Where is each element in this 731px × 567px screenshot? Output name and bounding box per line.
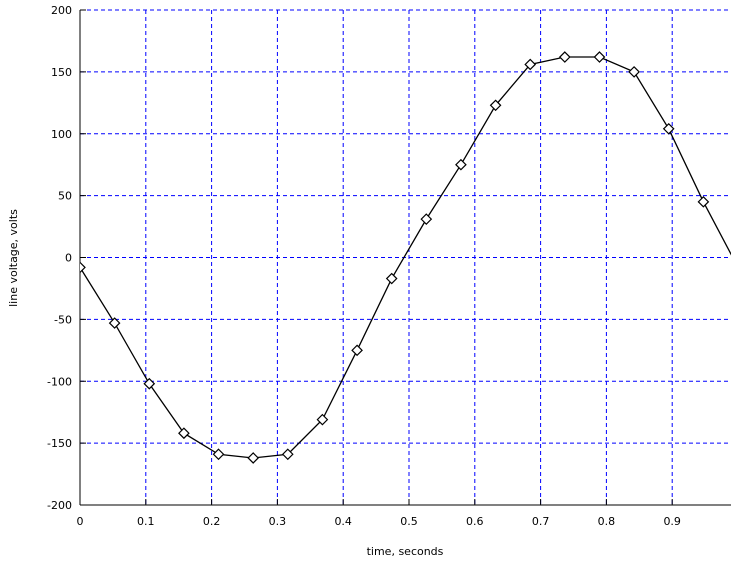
data-point xyxy=(247,452,260,464)
y-tick-label: 150 xyxy=(51,66,72,79)
data-point xyxy=(558,51,571,63)
x-tick-label: 0.4 xyxy=(334,515,352,528)
data-point xyxy=(351,344,363,357)
data-point xyxy=(316,413,329,426)
data-point xyxy=(108,317,121,329)
x-tick-label: 0.8 xyxy=(598,515,616,528)
data-point xyxy=(489,99,502,112)
y-tick-label: 50 xyxy=(58,190,72,203)
data-point xyxy=(697,195,710,208)
data-point xyxy=(524,58,537,71)
data-point xyxy=(80,261,86,274)
y-tick-label: -50 xyxy=(54,313,72,326)
y-tick-label: 0 xyxy=(65,252,72,265)
x-tick-label: 0.6 xyxy=(466,515,484,528)
x-tick-label: 0 xyxy=(77,515,84,528)
x-tick-label: 0.3 xyxy=(269,515,287,528)
y-axis-label: line voltage, volts xyxy=(7,209,20,307)
y-tick-label: -150 xyxy=(47,437,72,450)
plot xyxy=(80,51,731,464)
data-point xyxy=(143,377,156,390)
series-line xyxy=(80,56,731,459)
data-point xyxy=(281,448,294,461)
y-tick-label: -100 xyxy=(47,375,72,388)
x-tick-label: 0.2 xyxy=(203,515,221,528)
data-point xyxy=(420,213,433,225)
y-tick-label: 100 xyxy=(51,128,72,141)
x-tick-label: 0.5 xyxy=(400,515,418,528)
data-point xyxy=(385,272,398,285)
x-axis-label: time, seconds xyxy=(367,545,444,558)
data-point xyxy=(455,158,467,171)
x-tick-label: 0.1 xyxy=(137,515,155,528)
x-tick-label: 0.7 xyxy=(532,515,550,528)
x-tick-label: 0.9 xyxy=(663,515,681,528)
y-tick-label: -200 xyxy=(47,499,72,512)
data-point xyxy=(662,122,675,135)
y-tick-label: 200 xyxy=(51,4,72,17)
data-point xyxy=(593,51,606,63)
data-point xyxy=(628,66,640,78)
data-point xyxy=(212,448,225,461)
data-point xyxy=(178,427,190,440)
grid xyxy=(79,9,731,506)
